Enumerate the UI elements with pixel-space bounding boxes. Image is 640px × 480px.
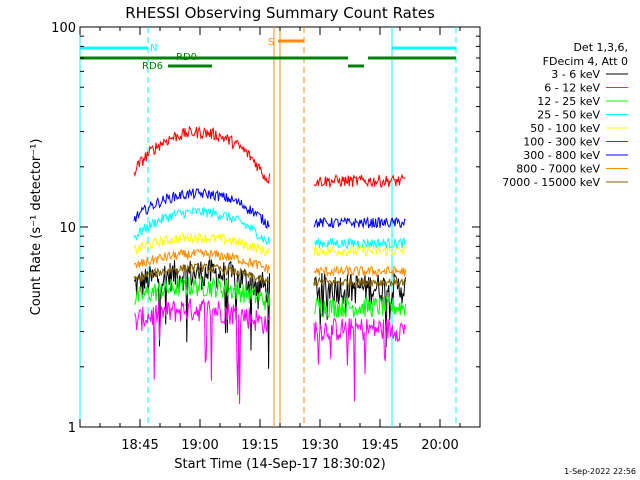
series-line-7000-15000-kev (313, 276, 406, 288)
saa-bar-label: S (268, 37, 274, 48)
legend-entry-label: 6 - 12 keV (544, 82, 600, 95)
series-line-100-300-kev (313, 173, 406, 189)
series-line-3-6-kev (133, 259, 270, 369)
x-tick-label: 19:15 (241, 438, 278, 453)
series-line-6-12-kev (313, 317, 406, 402)
x-tick-label: 19:30 (301, 438, 338, 453)
series-line-25-50-kev (133, 206, 270, 245)
y-tick-label: 100 (51, 21, 76, 36)
decimation-label: RD0 (176, 52, 197, 63)
y-tick-label: 1 (68, 421, 76, 436)
series-line-12-25-kev (313, 295, 406, 318)
night-bar-label: N (150, 43, 157, 54)
series-line-50-100-kev (313, 244, 406, 258)
series-line-12-25-kev (133, 276, 270, 311)
y-tick-label: 10 (59, 221, 76, 236)
decimation-label: RD6 (142, 61, 163, 72)
series-line-50-100-kev (133, 232, 270, 257)
legend-entry-label: 7000 - 15000 keV (502, 176, 600, 189)
y-axis: 1 10 100 (51, 21, 480, 436)
legend-entry-label: 25 - 50 keV (537, 109, 600, 122)
vertical-markers (79, 27, 457, 427)
series-line-800-7000-kev (133, 248, 270, 274)
x-tick-label: 19:00 (181, 438, 218, 453)
legend-header: Det 1,3,6, (573, 41, 628, 54)
legend-entry-label: 50 - 100 keV (530, 122, 600, 135)
series-line-7000-15000-kev (133, 262, 270, 284)
legend-entry-label: 100 - 300 keV (523, 136, 600, 149)
legend-entry-label: 300 - 800 keV (523, 149, 600, 162)
chart-title: RHESSI Observing Summary Count Rates (125, 4, 435, 22)
series-line-3-6-kev (313, 272, 406, 348)
series-line-300-800-kev (133, 188, 270, 229)
series-line-100-300-kev (133, 125, 270, 184)
series-line-800-7000-kev (313, 265, 406, 277)
legend-entry-label: 3 - 6 keV (551, 68, 600, 81)
x-tick-label: 19:45 (361, 438, 398, 453)
legend-entry-label: 800 - 7000 keV (516, 163, 600, 176)
legend-entry-label: 12 - 25 keV (537, 95, 600, 108)
footer-date: 1-Sep-2022 22:56 (564, 467, 636, 476)
legend-header: FDecim 4, Att 0 (543, 55, 628, 68)
x-axis: 18:45 19:00 19:15 19:30 19:45 20:00 (79, 27, 481, 453)
x-tick-label: 18:45 (121, 438, 158, 453)
series-line-300-800-kev (313, 215, 406, 229)
x-tick-label: 20:00 (421, 438, 458, 453)
orbit-bars: N S RD0 RD6 (80, 37, 456, 72)
y-axis-label: Count Rate (s⁻¹ detector⁻¹) (29, 139, 44, 316)
series-line-6-12-kev (133, 298, 270, 405)
series-group (133, 125, 406, 405)
x-axis-label: Start Time (14-Sep-17 18:30:02) (174, 457, 385, 472)
